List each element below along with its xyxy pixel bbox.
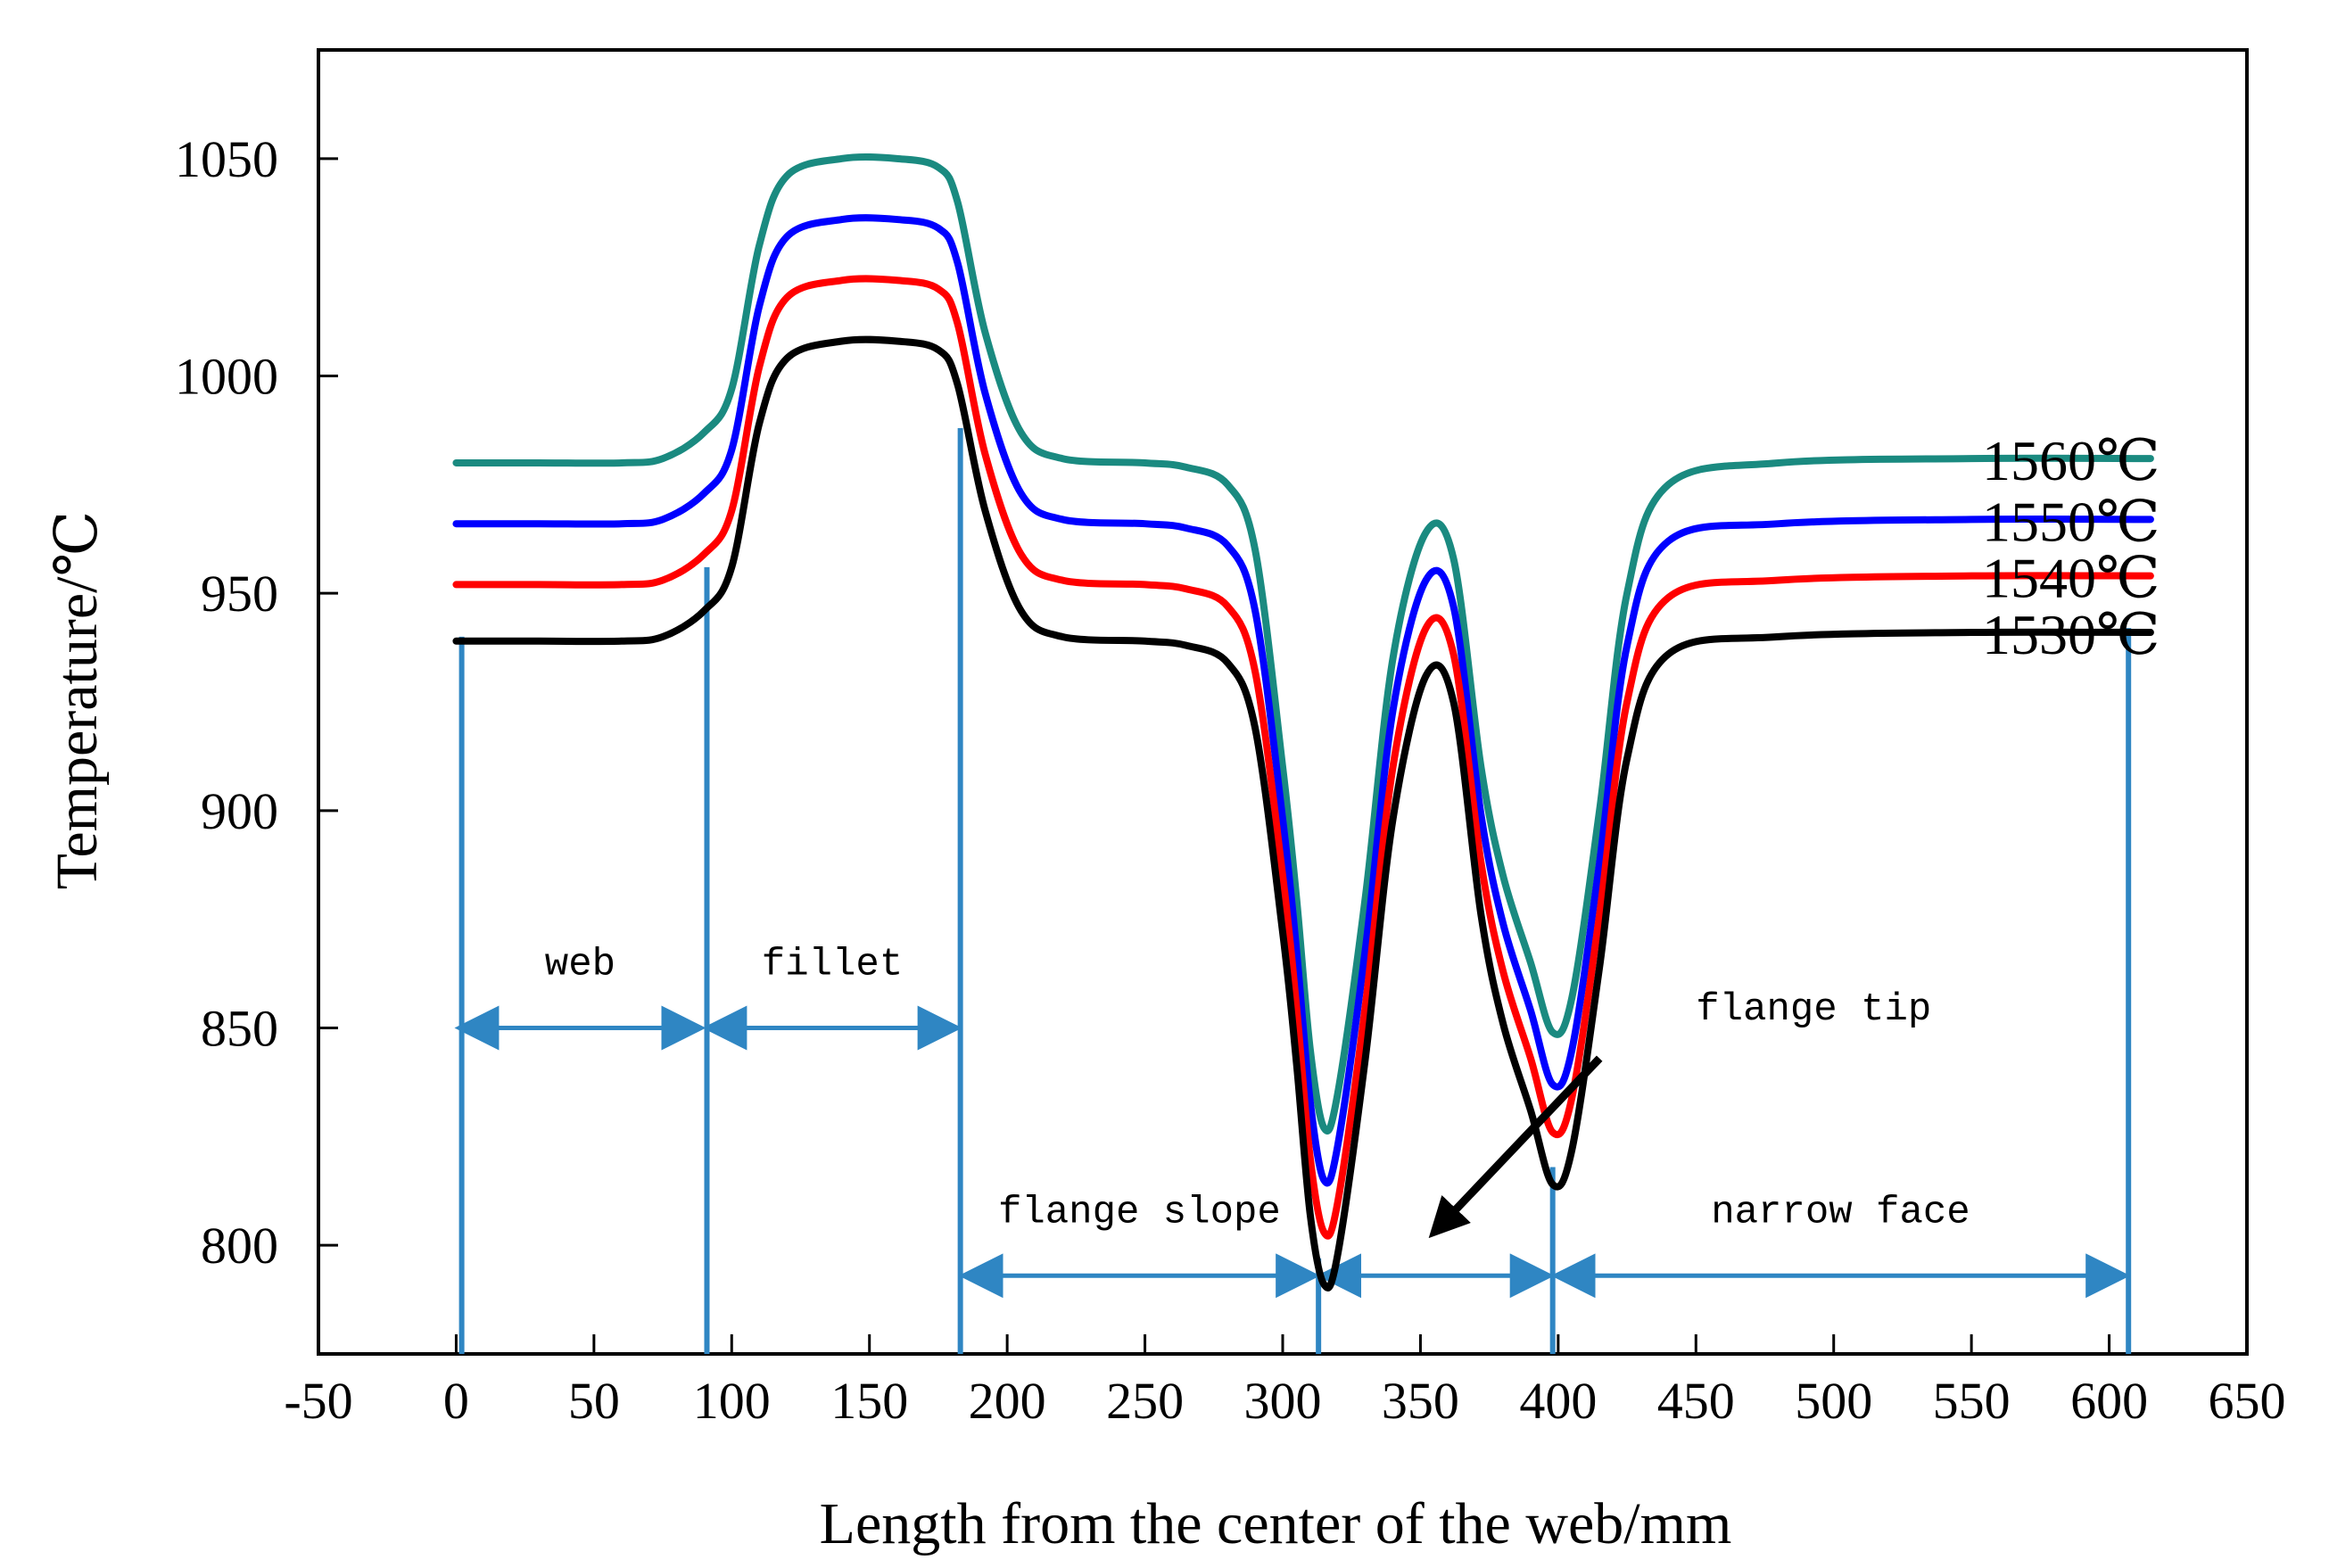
- series-label-0: 1560℃: [1982, 429, 2160, 492]
- region-label-2: flange slope: [998, 1190, 1281, 1234]
- y-tick-label-3: 950: [201, 565, 278, 623]
- x-tick-label-10: 450: [1657, 1372, 1735, 1430]
- x-tick-label-5: 200: [969, 1372, 1046, 1430]
- plot-frame: [317, 48, 2249, 1356]
- x-axis-title: Length from the center of the web/mm: [820, 1491, 1732, 1556]
- x-tick-label-9: 400: [1519, 1372, 1597, 1430]
- x-tick-label-6: 250: [1106, 1372, 1184, 1430]
- series-label-1: 1550℃: [1982, 490, 2160, 553]
- y-tick-label-4: 1000: [175, 348, 278, 406]
- annotation-arrow: [1428, 1055, 1603, 1239]
- x-tick-label-1: 0: [443, 1372, 469, 1430]
- region-arrows: web fillet flange slope narrow face: [454, 943, 2131, 1299]
- x-axis: -50 0 50 100 150 200 250 300 350 400 450 500 550 600 6…: [284, 1334, 2286, 1430]
- region-label-1: fillet: [762, 943, 903, 987]
- y-tick-label-2: 900: [201, 782, 278, 840]
- x-tick-label-14: 650: [2209, 1372, 2286, 1430]
- x-tick-label-4: 150: [830, 1372, 908, 1430]
- y-axis: 800 850 900 950 1000 1050: [175, 130, 338, 1275]
- x-tick-label-2: 50: [568, 1372, 620, 1430]
- series-label-3: 1530℃: [1982, 603, 2160, 666]
- annotation: flange tip: [1428, 987, 1931, 1239]
- series-line-3: [452, 335, 2154, 1292]
- x-tick-label-11: 500: [1795, 1372, 1872, 1430]
- region-label-0: web: [545, 943, 615, 987]
- series-line-1: [452, 214, 2154, 1187]
- y-tick-label-1: 850: [201, 1000, 278, 1058]
- region-label-4: narrow face: [1711, 1190, 1970, 1234]
- series-label-2: 1540℃: [1982, 547, 2160, 610]
- y-tick-label-0: 800: [201, 1217, 278, 1275]
- x-tick-label-7: 300: [1244, 1372, 1322, 1430]
- x-tick-label-13: 600: [2070, 1372, 2148, 1430]
- series-line-0: [452, 153, 2154, 1135]
- y-axis-title: Temperature/℃: [45, 511, 110, 890]
- x-tick-label-8: 350: [1382, 1372, 1459, 1430]
- series-line-2: [452, 275, 2154, 1240]
- x-tick-label-12: 550: [1933, 1372, 2011, 1430]
- x-tick-label-0: -50: [284, 1372, 352, 1430]
- x-tick-label-3: 100: [693, 1372, 771, 1430]
- annotation-label: flange tip: [1696, 987, 1931, 1032]
- y-tick-label-5: 1050: [175, 130, 278, 188]
